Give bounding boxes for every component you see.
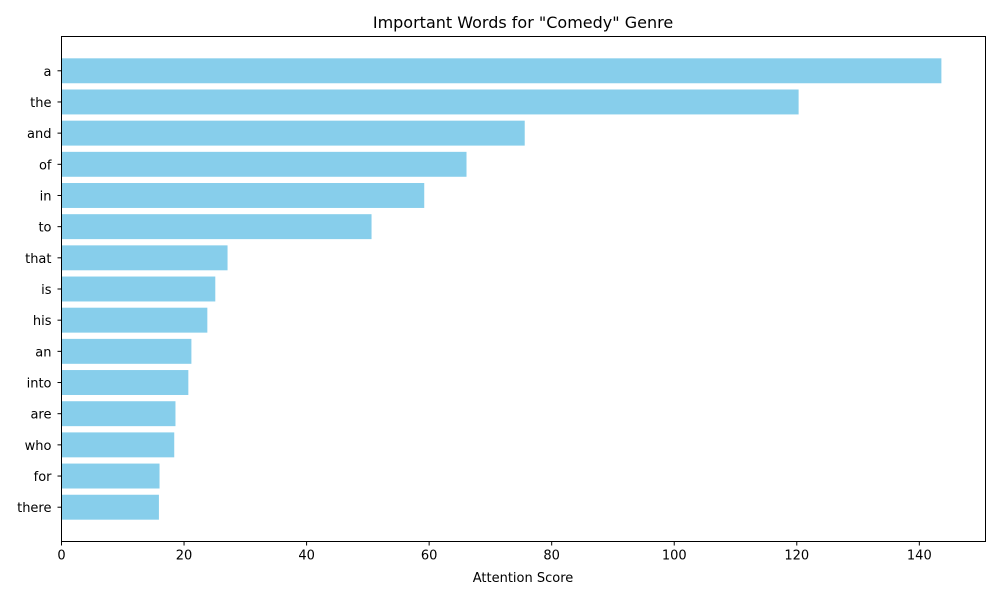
y-tick-label: his (33, 314, 52, 329)
x-axis: 0 20 40 60 80 100 120 140 (57, 541, 932, 564)
y-tick-label: there (17, 501, 51, 516)
bar-are (61, 401, 176, 427)
y-tick-label: of (39, 158, 52, 173)
bar-his (61, 307, 208, 333)
y-tick-label: to (38, 221, 51, 236)
y-tick-label: into (27, 377, 52, 392)
bars-group (61, 58, 942, 520)
x-tick-label: 40 (298, 549, 315, 564)
y-tick-label: the (30, 96, 51, 111)
y-tick-label: an (35, 345, 51, 360)
bar-who (61, 432, 175, 458)
bar-to (61, 214, 372, 240)
x-tick-label: 140 (907, 549, 932, 564)
bar-into (61, 370, 189, 395)
y-tick-label: in (40, 189, 52, 204)
x-tick-label: 60 (421, 549, 438, 564)
x-tick-label: 120 (784, 549, 809, 564)
y-tick-label: for (34, 470, 53, 485)
bar-a (61, 58, 942, 84)
bar-there (61, 494, 159, 520)
bar-that (61, 245, 228, 271)
bar-for (61, 463, 160, 489)
x-tick-label: 0 (57, 549, 65, 564)
y-tick-label: are (30, 408, 51, 423)
bar-of (61, 151, 467, 177)
y-tick-label: a (44, 65, 52, 80)
x-tick-label: 80 (543, 549, 560, 564)
bar-is (61, 276, 216, 302)
bar-in (61, 183, 425, 208)
y-tick-label: that (25, 252, 51, 267)
bar-and (61, 120, 525, 146)
y-tick-label: and (27, 127, 51, 142)
y-axis: atheandofintothatishisanintoarewhoforthe… (17, 65, 62, 516)
x-tick-label: 20 (176, 549, 193, 564)
chart-title: Important Words for "Comedy" Genre (373, 13, 673, 32)
y-tick-label: is (41, 283, 52, 298)
x-axis-label: Attention Score (473, 571, 574, 586)
bar-the (61, 89, 799, 115)
y-tick-label: who (25, 439, 52, 454)
x-tick-label: 100 (662, 549, 687, 564)
bar-an (61, 338, 192, 364)
